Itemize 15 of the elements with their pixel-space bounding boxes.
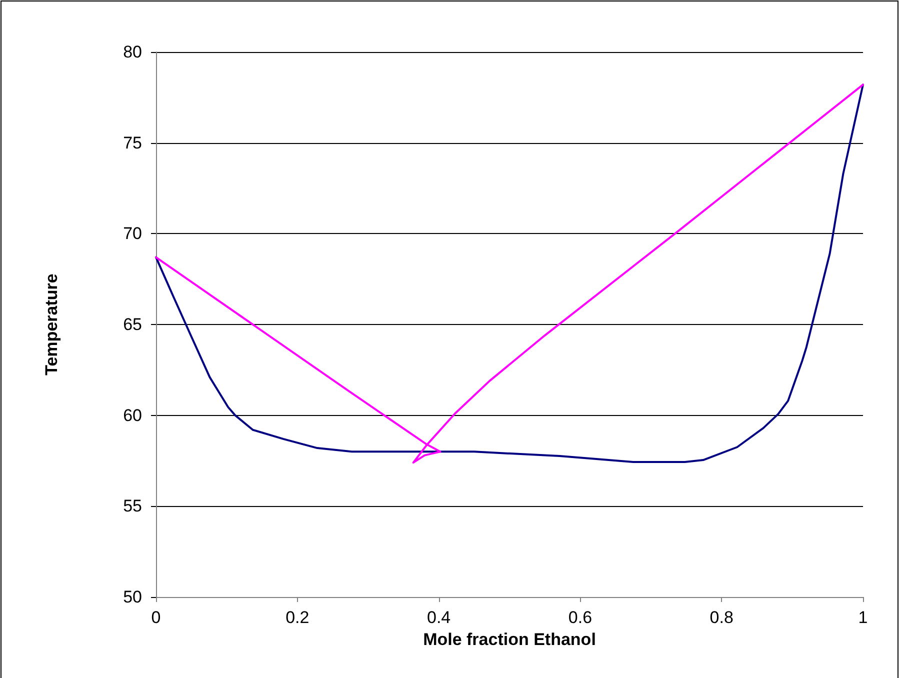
- x-tick-label: 0.6: [568, 608, 592, 627]
- y-tick-label: 70: [123, 224, 142, 244]
- x-tick-label: 0.4: [426, 608, 451, 627]
- x-tick-label: 1: [858, 608, 868, 627]
- x-tick-label: 0.8: [710, 608, 734, 627]
- x-axis-title: Mole fraction Ethanol: [423, 630, 596, 649]
- y-tick-label: 65: [123, 315, 142, 334]
- y-tick-label: 75: [123, 133, 142, 152]
- y-tick-label: 50: [123, 588, 142, 606]
- x-tick-label: 0.2: [286, 608, 310, 627]
- y-tick-label: 60: [123, 406, 142, 425]
- y-tick-label: 80: [123, 42, 142, 62]
- y-tick-label: 55: [123, 496, 142, 516]
- y-axis-title: Temperature: [42, 274, 61, 376]
- x-tick-label: 0: [151, 608, 161, 627]
